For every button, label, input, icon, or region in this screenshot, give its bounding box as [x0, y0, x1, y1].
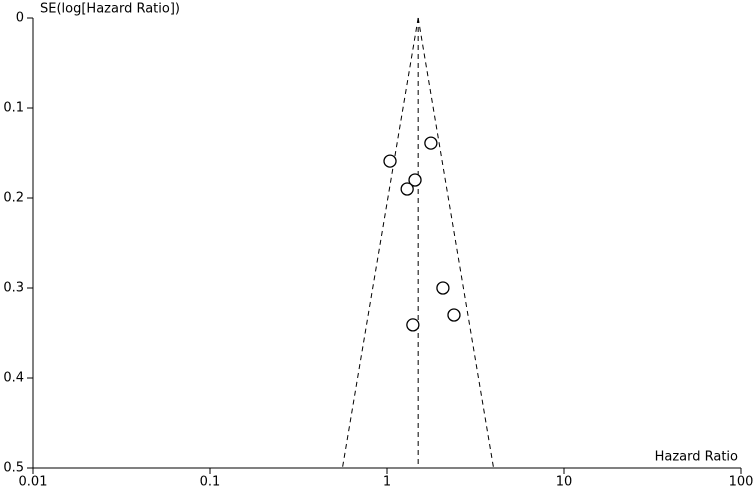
study-point: [383, 154, 397, 168]
study-point: [408, 173, 422, 187]
x-tick-label: 1: [383, 475, 391, 490]
study-point: [400, 182, 414, 196]
y-axis-label: SE(log[Hazard Ratio]): [40, 2, 180, 17]
y-tick-label: 0.2: [3, 191, 24, 206]
x-axis-label: Hazard Ratio: [655, 450, 738, 465]
funnel-upper: [417, 17, 495, 469]
y-tick-label: 0.1: [3, 101, 24, 116]
funnel-lower: [341, 17, 419, 469]
y-tick-label: 0: [16, 11, 24, 26]
x-tick-label: 10: [556, 475, 573, 490]
study-point: [436, 281, 450, 295]
x-tick-label: 0.1: [200, 475, 221, 490]
study-point: [424, 136, 438, 150]
y-tick-label: 0.5: [3, 461, 24, 476]
x-tick-label: 0.01: [19, 475, 48, 490]
y-tick-label: 0.3: [3, 281, 24, 296]
y-tick-label: 0.4: [3, 371, 24, 386]
study-point: [447, 308, 461, 322]
x-tick-label: 100: [729, 475, 754, 490]
study-point: [406, 318, 420, 332]
